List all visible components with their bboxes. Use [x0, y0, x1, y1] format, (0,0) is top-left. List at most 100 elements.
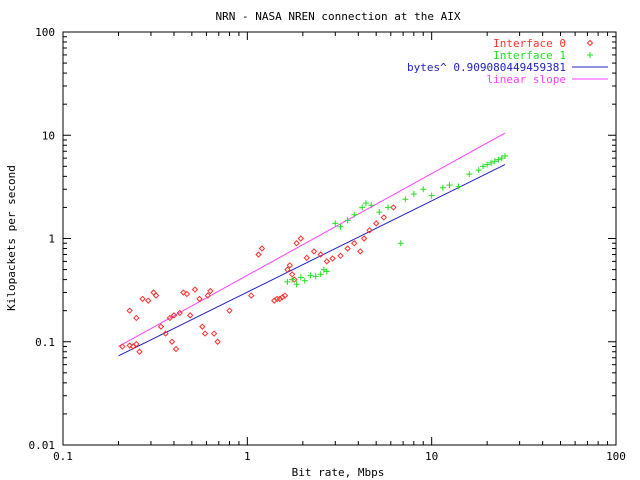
data-point: [199, 323, 206, 330]
data-point: [420, 186, 427, 193]
x-tick-label: 1: [244, 450, 251, 463]
data-point: [312, 273, 319, 280]
data-point: [320, 266, 327, 273]
data-point: [480, 163, 487, 170]
data-point: [323, 258, 331, 265]
data-point: [162, 330, 169, 337]
data-point: [201, 330, 209, 337]
data-point: [397, 240, 404, 247]
y-tick-label: 0.1: [35, 336, 55, 349]
data-point: [475, 167, 482, 174]
data-point: [446, 181, 453, 188]
data-point: [289, 276, 296, 283]
data-point: [196, 295, 203, 303]
data-point: [293, 281, 300, 288]
data-point: [385, 204, 392, 211]
data-point: [359, 204, 366, 211]
data-point: [466, 171, 473, 178]
legend-label: Interface 0: [493, 37, 566, 50]
data-point: [362, 200, 369, 207]
data-point: [337, 252, 344, 260]
y-axis-label: Kilopackets per second: [5, 165, 18, 311]
data-point: [133, 340, 140, 348]
data-point: [293, 240, 300, 247]
data-point: [210, 330, 218, 337]
x-tick-label: 10: [425, 450, 438, 463]
data-point: [281, 292, 289, 299]
data-point: [337, 223, 344, 230]
data-point: [176, 309, 183, 317]
data-point: [297, 235, 305, 242]
data-point: [317, 271, 324, 278]
data-point: [323, 268, 330, 275]
data-point: [368, 202, 375, 209]
data-point: [119, 343, 126, 350]
data-point: [258, 245, 266, 252]
chart-title: NRN - NASA NREN connection at the AIX: [215, 10, 460, 23]
data-point: [310, 248, 318, 255]
data-point: [332, 220, 339, 227]
data-point: [207, 287, 214, 295]
legend-label: Interface 1: [493, 49, 566, 62]
data-point: [126, 307, 133, 314]
plot-frame: [62, 31, 617, 446]
data-points: [119, 152, 509, 355]
data-point: [286, 262, 294, 269]
data-point: [284, 266, 291, 273]
data-point: [439, 184, 446, 191]
data-point: [136, 348, 143, 355]
data-point: [380, 214, 388, 221]
data-point: [317, 251, 324, 258]
data-point: [301, 277, 308, 284]
fit-line: [118, 132, 506, 347]
legend-label: linear slope: [487, 73, 566, 86]
data-point: [484, 161, 491, 168]
data-point: [498, 155, 505, 162]
data-point: [491, 158, 498, 165]
data-point: [428, 192, 435, 199]
data-point: [126, 342, 133, 349]
data-point: [402, 196, 409, 203]
y-tick-label: 1: [48, 233, 55, 246]
data-point: [360, 235, 368, 242]
data-point: [350, 240, 358, 247]
data-point: [180, 289, 187, 296]
y-tick-label: 0.01: [29, 439, 56, 452]
data-point: [329, 255, 336, 262]
data-point: [133, 314, 140, 322]
data-point: [279, 294, 286, 301]
data-point: [248, 292, 255, 299]
x-axis-label: Bit rate, Mbps: [292, 466, 385, 479]
data-point: [168, 338, 176, 345]
data-point: [390, 204, 397, 211]
data-point: [139, 295, 146, 303]
data-point: [170, 312, 178, 319]
data-point: [166, 314, 174, 322]
data-point: [488, 159, 495, 166]
data-point: [376, 209, 383, 216]
legend-label: bytes^ 0.909080449459381: [407, 61, 566, 74]
data-point: [351, 211, 358, 218]
data-point: [288, 271, 296, 278]
data-point: [410, 190, 417, 197]
data-point: [303, 254, 310, 262]
data-point: [145, 297, 152, 304]
data-point: [284, 278, 291, 285]
legend-swatch: [586, 39, 594, 47]
x-tick-label: 0.1: [53, 450, 73, 463]
fit-lines: [118, 132, 506, 357]
legend-swatch: [587, 52, 593, 58]
fit-line: [118, 164, 506, 357]
data-point: [455, 183, 462, 190]
data-point: [152, 292, 160, 299]
data-point: [183, 290, 191, 298]
data-point: [344, 217, 351, 224]
data-point: [226, 307, 233, 314]
data-point: [307, 272, 314, 279]
data-point: [344, 245, 351, 252]
x-tick-label: 100: [606, 450, 626, 463]
axis-ticks: [62, 32, 617, 446]
data-point: [187, 312, 194, 319]
